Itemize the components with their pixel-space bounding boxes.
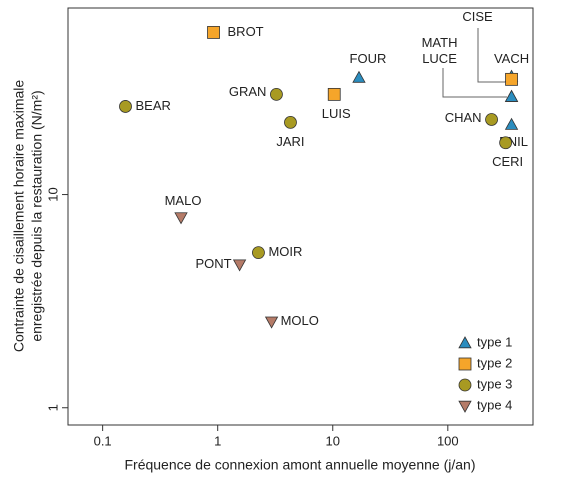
legend-label: type 1 bbox=[477, 334, 512, 349]
point bbox=[504, 117, 519, 130]
legend-label: type 2 bbox=[477, 355, 512, 370]
point-label: LUIS bbox=[322, 106, 351, 121]
point bbox=[270, 87, 283, 101]
point bbox=[174, 212, 188, 225]
leader-line bbox=[477, 28, 508, 83]
legend-marker bbox=[458, 336, 472, 349]
point bbox=[252, 246, 265, 260]
x-tick-label: 1 bbox=[214, 433, 221, 448]
point-label: FOUR bbox=[350, 51, 387, 66]
point-label: CERI bbox=[492, 154, 523, 169]
point-label: CHAN bbox=[445, 110, 482, 125]
point-label: BEAR bbox=[135, 98, 170, 113]
point-label: LUCE bbox=[422, 51, 457, 66]
point bbox=[207, 26, 220, 39]
leader-line bbox=[442, 68, 507, 98]
point bbox=[119, 100, 132, 113]
point-label: VACH bbox=[494, 51, 529, 66]
point-label: PONT bbox=[195, 256, 231, 271]
point bbox=[485, 113, 498, 126]
x-tick-label: 0.1 bbox=[94, 433, 112, 448]
x-axis-label: Fréquence de connexion amont annuelle mo… bbox=[124, 457, 475, 473]
point-label: CISE bbox=[462, 9, 493, 24]
point bbox=[232, 259, 247, 272]
legend-label: type 3 bbox=[477, 376, 512, 391]
point-label: MALO bbox=[165, 193, 202, 208]
point-label: MATH bbox=[422, 35, 458, 50]
point-label: MOLO bbox=[281, 313, 319, 328]
point-label: JARI bbox=[276, 134, 304, 149]
legend-marker bbox=[458, 378, 472, 392]
point-label: BROT bbox=[228, 24, 264, 39]
point bbox=[284, 115, 297, 129]
x-tick-label: 10 bbox=[326, 433, 340, 448]
point bbox=[505, 72, 518, 86]
legend-marker bbox=[458, 357, 472, 371]
y-axis-label: Contrainte de cisaillement horaire maxim… bbox=[11, 80, 27, 353]
y-tick-label: 1 bbox=[45, 404, 60, 411]
point bbox=[264, 316, 279, 329]
point-label: GRAN bbox=[229, 84, 267, 99]
plot-frame bbox=[67, 7, 534, 426]
point bbox=[504, 89, 519, 102]
y-axis-label: enregistrée depuis la restauration (N/m²… bbox=[29, 90, 45, 341]
y-tick-label: 10 bbox=[45, 187, 60, 201]
legend-label: type 4 bbox=[477, 397, 512, 412]
x-tick-label: 100 bbox=[437, 433, 459, 448]
point bbox=[327, 87, 341, 101]
point bbox=[352, 70, 366, 83]
point-label: MOIR bbox=[268, 244, 302, 259]
legend-marker bbox=[458, 400, 472, 413]
point bbox=[499, 136, 513, 150]
